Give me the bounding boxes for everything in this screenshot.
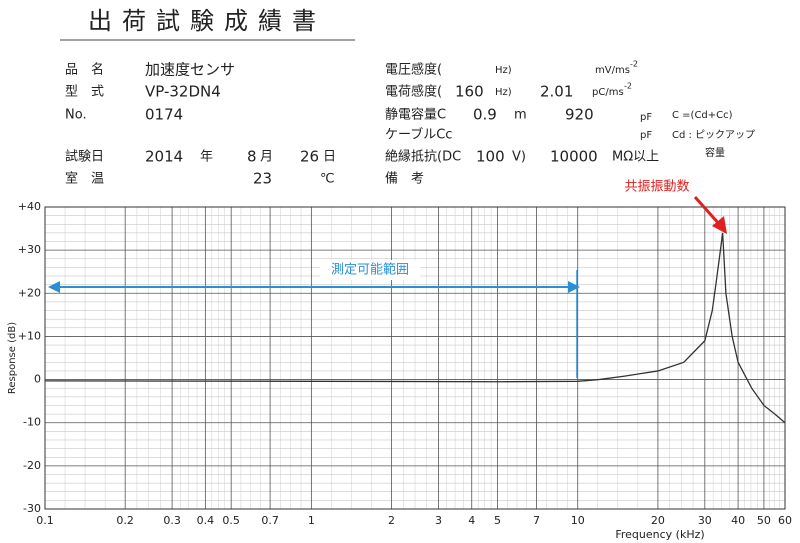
note: 容量 [705,146,725,159]
y-axis-label: Response (dB) [7,322,18,394]
y-tick-label: +10 [18,329,41,342]
label: 静電容量C [385,107,446,123]
label: 型 式 [65,85,104,100]
value: VP-32DN4 [145,83,221,101]
x-tick-label: 7 [533,514,540,527]
value: 加速度センサ [145,61,235,79]
unit: 日 [323,150,336,165]
resonance-arrow [693,196,722,226]
x-tick-label: 10 [571,514,585,527]
unit: 月 [260,150,273,165]
label: No. [65,108,87,123]
x-tick-label: 4 [468,514,475,527]
x-tick-label: 0.4 [197,514,215,527]
label: 試験日 [65,149,104,165]
label: 電圧感度( [385,62,442,78]
label: 品 名 [65,62,104,78]
y-tick-label: -30 [23,502,41,515]
arrow-head [48,281,60,293]
annotation: 測定可能範囲 [331,263,409,278]
unit: Hz) [495,87,512,98]
x-tick-label: 1 [308,514,315,527]
value: 100 [476,148,505,166]
unit: mV/ms [595,65,630,76]
y-tick-label: -20 [23,459,41,472]
unit: pC/ms [592,87,624,98]
response-line [44,232,786,424]
unit: V) [512,150,526,165]
value: 10000 [550,148,598,166]
x-axis-label: Frequency (kHz) [615,528,704,541]
value: 160 [455,83,484,101]
x-tick-label: 30 [698,514,712,527]
x-tick-label: 0.5 [222,514,240,527]
note: Cd : ピックアップ [672,129,755,141]
y-tick-label: +40 [18,200,41,213]
label: 備 考 [385,171,424,187]
x-tick-label: 5 [494,514,501,527]
unit: pF [640,112,652,123]
x-tick-label: 20 [651,514,665,527]
value: 8 [247,148,257,166]
y-tick-label: 0 [34,373,41,386]
x-tick-label: 0.2 [116,514,134,527]
x-tick-label: 2 [388,514,395,527]
arrow-head [568,281,580,293]
arrow-head [712,216,727,234]
unit: MΩ以上 [612,150,659,165]
value: 26 [300,148,319,166]
label: ケーブルCc [385,127,452,143]
x-tick-label: 60 [778,514,792,527]
y-tick-label: +20 [18,286,41,299]
x-tick-label: 3 [435,514,442,527]
x-tick-label: 50 [757,514,771,527]
value: 920 [565,106,594,124]
label: 絶縁抵抗(DC [385,149,461,165]
note: C =(Cd+Cc) [672,110,733,121]
unit: m [514,108,527,123]
title: 出荷試験成績書 [88,7,326,35]
value: 0.9 [473,106,497,124]
x-tick-label: 0.1 [36,514,54,527]
unit: pF [640,130,652,141]
unit: 年 [200,150,213,165]
unit: ℃ [320,172,335,187]
annotation: 共振振動数 [624,180,689,195]
plot-frame [44,206,786,510]
chart: +40 +30 +20 +10 0 -10 -20 -300.1 0.2 0.3 0.4 0.5 0.7… [7,178,792,541]
label-bg [320,260,420,280]
unit: Hz) [495,65,512,76]
value: 23 [253,170,272,188]
exponent: -2 [630,60,638,69]
y-tick-label: -10 [23,416,41,429]
label: 電荷感度( [385,84,442,100]
x-tick-label: 0.7 [261,514,279,527]
label: 室 温 [65,171,104,187]
y-tick-label: +30 [18,243,41,256]
x-tick-label: 0.3 [163,514,181,527]
value: 2014 [145,148,183,166]
value: 0174 [145,106,183,124]
label-bg [618,178,698,196]
value: 2.01 [540,83,573,101]
x-tick-label: 40 [731,514,745,527]
exponent: -2 [624,82,632,91]
